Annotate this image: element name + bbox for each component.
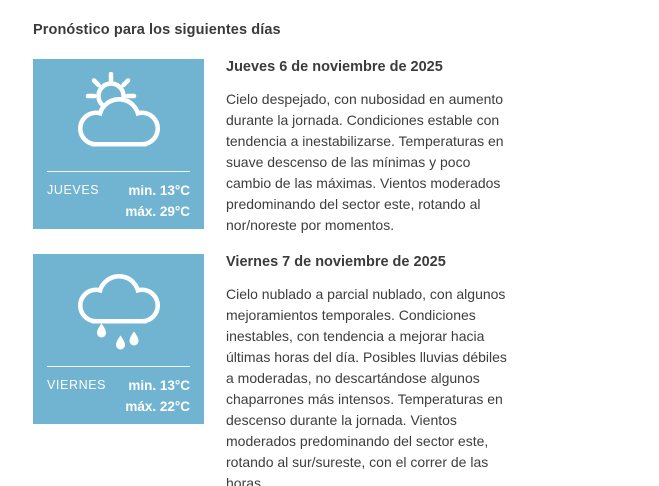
partly-cloudy-icon [77,72,160,147]
card-footer: JUEVES min. 13°C máx. 29°C [33,172,204,222]
card-divider [47,171,190,172]
forecast-heading: Viernes 7 de noviembre de 2025 [226,254,446,270]
card-icon-area [33,254,204,366]
temperature-block: min. 13°C máx. 29°C [125,180,190,222]
raindrops [96,323,138,350]
max-temp: máx. 22°C [125,399,190,414]
card-divider [47,366,190,367]
temperature-block: min. 13°C máx. 22°C [125,375,190,417]
min-temp: min. 13°C [128,183,190,198]
day-label: VIERNES [47,378,107,392]
forecast-card-jueves: JUEVES min. 13°C máx. 29°C [33,59,204,229]
forecast-text-viernes: Viernes 7 de noviembre de 2025 Cielo nub… [226,254,514,486]
forecast-description: Cielo despejado, con nubosidad en aument… [226,91,504,233]
rain-icon [77,274,160,350]
forecast-text-jueves: Jueves 6 de noviembre de 2025 Cielo desp… [226,59,514,236]
card-footer: VIERNES min. 13°C máx. 22°C [33,367,204,417]
forecast-card-viernes: VIERNES min. 13°C máx. 22°C [33,254,204,424]
card-icon-area [33,59,204,171]
forecast-heading: Jueves 6 de noviembre de 2025 [226,59,443,75]
day-label: JUEVES [47,183,100,197]
min-temp: min. 13°C [128,378,190,393]
forecast-row-viernes: VIERNES min. 13°C máx. 22°C Viernes 7 de… [33,254,659,486]
page-title: Pronóstico para los siguientes días [33,22,281,38]
forecast-row-jueves: JUEVES min. 13°C máx. 29°C Jueves 6 de n… [33,59,659,236]
forecast-description: Cielo nublado a parcial nublado, con alg… [226,286,507,486]
max-temp: máx. 29°C [125,204,190,219]
